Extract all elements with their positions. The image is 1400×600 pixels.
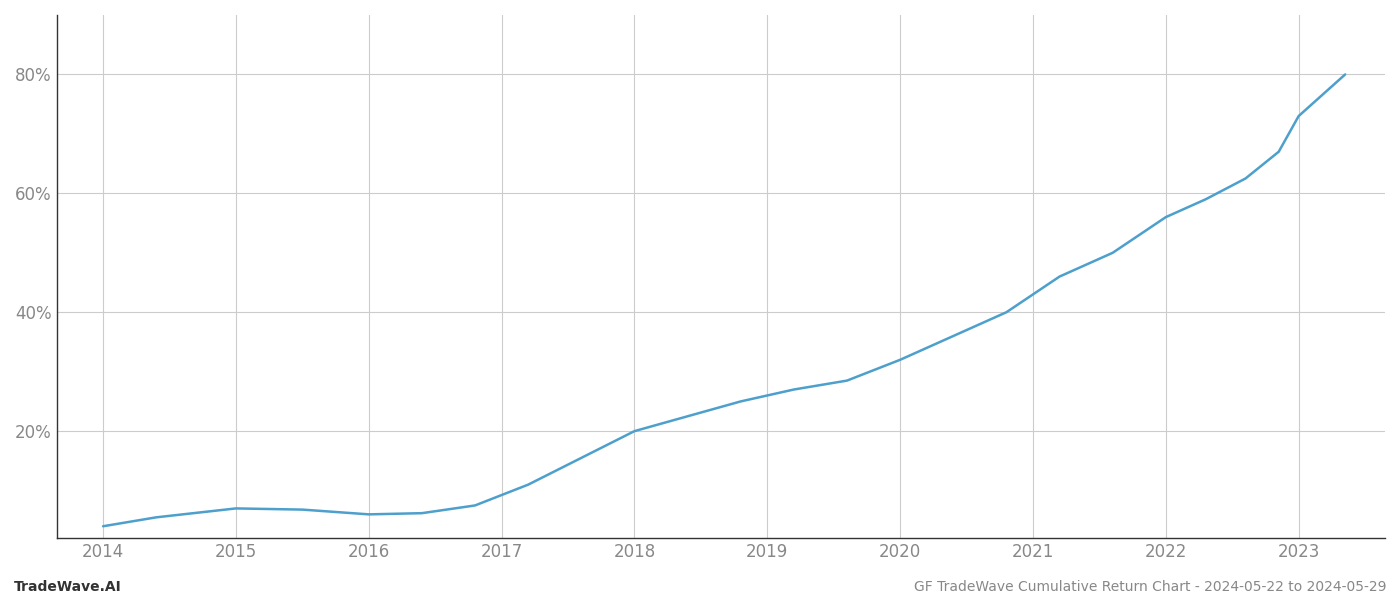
Text: GF TradeWave Cumulative Return Chart - 2024-05-22 to 2024-05-29: GF TradeWave Cumulative Return Chart - 2…	[913, 580, 1386, 594]
Text: TradeWave.AI: TradeWave.AI	[14, 580, 122, 594]
